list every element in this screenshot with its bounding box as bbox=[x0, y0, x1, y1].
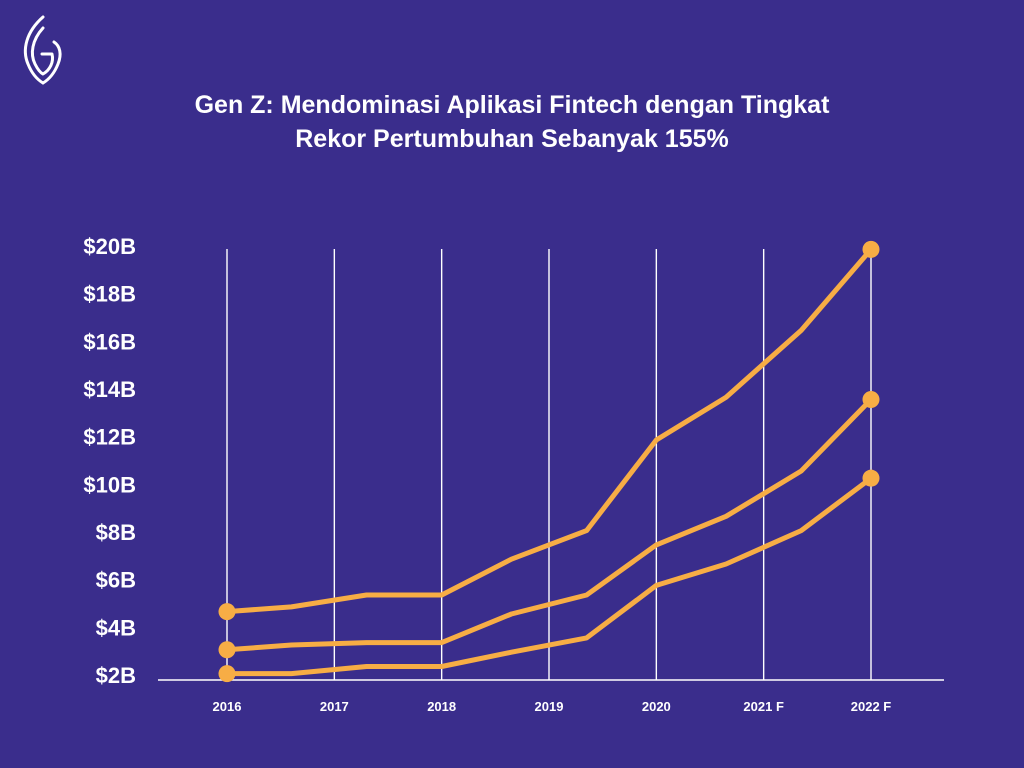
x-tick-label: 2018 bbox=[427, 699, 456, 714]
y-tick-label: $10B bbox=[83, 472, 136, 497]
y-tick-label: $18B bbox=[83, 282, 136, 307]
series-point bbox=[218, 665, 236, 683]
y-tick-label: $2B bbox=[96, 663, 136, 688]
series-point bbox=[218, 603, 236, 621]
series-point bbox=[862, 469, 880, 487]
y-tick-label: $14B bbox=[83, 377, 136, 402]
x-tick-label: 2020 bbox=[642, 699, 671, 714]
chart-title-line-2: Rekor Pertumbuhan Sebanyak 155% bbox=[295, 125, 729, 153]
series-line bbox=[224, 246, 874, 615]
series-line bbox=[224, 397, 874, 653]
y-tick-label: $4B bbox=[96, 615, 136, 640]
chart-title-line-1: Gen Z: Mendominasi Aplikasi Fintech deng… bbox=[194, 91, 830, 119]
y-axis-ticks: $2B $4B $6B $8B $10B $12B $14B $16B $18B $20B bbox=[83, 234, 136, 688]
series-line bbox=[224, 475, 874, 677]
x-tick-label: 2016 bbox=[213, 699, 242, 714]
series-point bbox=[862, 391, 880, 409]
x-tick-label: 2022 F bbox=[851, 699, 892, 714]
y-tick-label: $16B bbox=[83, 329, 136, 354]
y-tick-label: $20B bbox=[83, 234, 136, 259]
leaf-g-logo-icon bbox=[23, 15, 62, 85]
x-tick-label: 2021 F bbox=[743, 699, 784, 714]
series-point bbox=[862, 240, 880, 258]
chart-title: Gen Z: Mendominasi Aplikasi Fintech deng… bbox=[0, 88, 1024, 156]
grid bbox=[226, 249, 872, 680]
x-axis-ticks: 2016 2017 2018 2019 2020 2021 F 2022 F bbox=[213, 699, 892, 714]
series-point bbox=[218, 641, 236, 659]
x-tick-label: 2019 bbox=[535, 699, 564, 714]
x-tick-label: 2017 bbox=[320, 699, 349, 714]
y-tick-label: $8B bbox=[96, 520, 136, 545]
y-tick-label: $6B bbox=[96, 568, 136, 593]
series bbox=[218, 240, 880, 683]
y-tick-label: $12B bbox=[83, 425, 136, 450]
